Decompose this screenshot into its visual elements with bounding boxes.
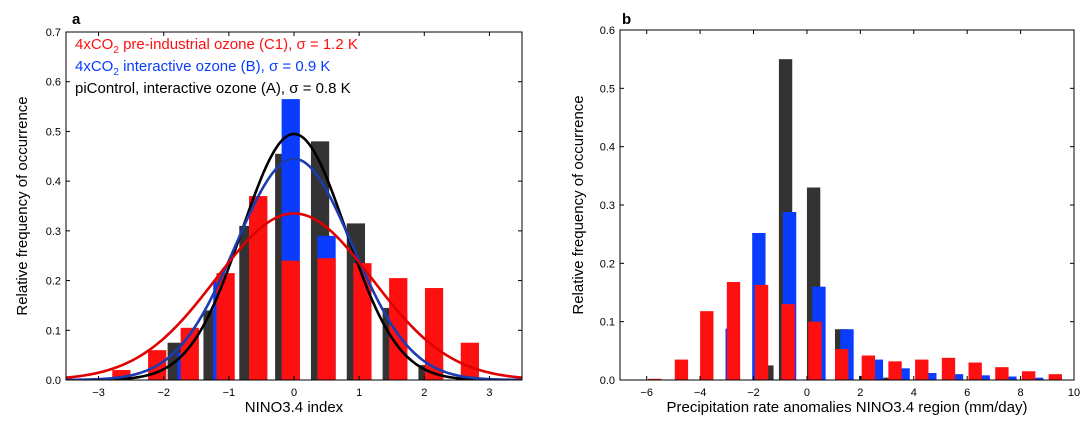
axes-frame	[619, 29, 1075, 381]
fit-curve-a	[66, 132, 522, 380]
bar-b-c1-11	[941, 357, 956, 380]
bar-b-b-11	[1003, 376, 1017, 380]
y-tick-label: 0.5	[46, 126, 61, 138]
bar-a-c1-3	[216, 273, 235, 380]
bar-a-c1-6	[317, 258, 336, 380]
bar-b-c1-6	[808, 321, 822, 380]
bar-b-c1-7	[834, 349, 849, 380]
fit-curve-b	[66, 157, 522, 380]
legend-text: 4xCO	[75, 36, 113, 53]
bar-b-b-9	[949, 374, 964, 380]
x-tick-label: 10	[1068, 387, 1080, 399]
y-tick-label: 0.1	[600, 317, 615, 329]
bar-a-c1-7	[353, 263, 372, 380]
legend-text: piControl, interactive ozone (A), σ = 0.…	[75, 80, 351, 97]
x-tick-label: −4	[694, 387, 707, 399]
y-tick-label: 0.4	[600, 142, 615, 154]
panel-label: a	[72, 11, 81, 28]
x-tick-label: 0	[291, 387, 297, 399]
y-tick-label: 0.4	[46, 176, 61, 188]
x-tick-label: −2	[747, 387, 760, 399]
bar-b-b-7	[896, 368, 910, 380]
y-tick-label: 0.5	[600, 83, 615, 95]
x-tick-label: 1	[356, 387, 362, 399]
y-tick-label: 0.7	[46, 27, 61, 39]
bar-a-c1-4	[249, 196, 268, 380]
plot-area	[66, 99, 522, 380]
bar-b-c1-2	[700, 311, 714, 380]
plot-area	[648, 59, 1062, 380]
y-tick-label: 0.3	[600, 200, 615, 212]
bar-a-c1-10	[460, 342, 480, 380]
fit-curve-c1	[66, 212, 522, 379]
x-tick-label: −1	[223, 387, 236, 399]
legend-text: pre-industrial ozone (C1), σ = 1.2 K	[119, 36, 358, 53]
x-tick-label: 2	[421, 387, 427, 399]
bar-b-b-12	[1029, 377, 1044, 380]
bar-b-c1-13	[995, 367, 1009, 380]
x-tick-label: 4	[911, 387, 917, 399]
bar-b-c1-9	[888, 361, 902, 380]
chart-panel-b: 0.0 0.1 0.2 0.3 0.4 0.5 0.6 −6 −4 −2 0 2 4 6 8 10 Precip…	[570, 11, 1080, 416]
y-axis-label: Relative frequency of occurrence	[570, 95, 587, 314]
bar-b-c1-8	[861, 355, 876, 380]
bar-b-c1-5	[781, 304, 795, 380]
y-tick-label: 0.6	[46, 77, 61, 89]
legend-subscript: 2	[113, 67, 119, 78]
x-tick-label: 0	[804, 387, 810, 399]
y-tick-label: 0.0	[46, 375, 61, 387]
bar-b-c1-0	[648, 378, 662, 380]
x-axis-label: Precipitation rate anomalies NINO3.4 reg…	[667, 399, 1028, 416]
x-tick-label: −3	[92, 387, 105, 399]
bar-a-c1-8	[389, 278, 408, 380]
legend: 4xCO2 pre-industrial ozone (C1), σ = 1.2…	[75, 36, 358, 97]
y-tick-label: 0.2	[600, 258, 615, 270]
panel-label: b	[622, 11, 631, 28]
bar-b-c1-10	[915, 359, 929, 380]
x-tick-label: −6	[640, 387, 653, 399]
bar-a-c1-5	[281, 260, 300, 380]
y-tick-label: 0.2	[46, 276, 61, 288]
bar-b-c1-15	[1048, 374, 1062, 380]
bar-a-c1-9	[424, 288, 444, 380]
bar-b-c1-1	[674, 359, 689, 380]
chart-panel-a: 0.0 0.1 0.2 0.3 0.4 0.5 0.6 0.7 −3 −2 −1 0 1 2 3 NINO3.…	[14, 11, 523, 416]
x-tick-label: 6	[964, 387, 970, 399]
bar-b-c1-4	[754, 284, 769, 380]
x-tick-label: 3	[486, 387, 492, 399]
legend-entry-a: piControl, interactive ozone (A), σ = 0.…	[75, 80, 351, 97]
bar-b-c1-12	[968, 362, 982, 380]
legend-entry-b: 4xCO2 interactive ozone (B), σ = 0.9 K	[75, 58, 330, 78]
y-tick-label: 0.6	[600, 25, 615, 37]
y-axis-label: Relative frequency of occurrence	[14, 96, 31, 315]
bar-b-c1-3	[726, 282, 741, 380]
bar-a-c1-0	[112, 370, 131, 380]
y-tick-label: 0.1	[46, 325, 61, 337]
y-tick-label: 0.0	[600, 375, 615, 387]
legend-text: 4xCO	[75, 58, 113, 75]
bar-b-b-10	[976, 375, 990, 380]
legend-entry-c1: 4xCO2 pre-industrial ozone (C1), σ = 1.2…	[75, 36, 358, 56]
x-tick-label: −2	[157, 387, 170, 399]
legend-subscript: 2	[113, 45, 119, 56]
bar-b-b-8	[923, 373, 937, 380]
bar-b-c1-14	[1021, 371, 1036, 380]
x-tick-label: 8	[1018, 387, 1024, 399]
x-axis-label: NINO3.4 index	[245, 399, 344, 416]
x-tick-label: 2	[857, 387, 863, 399]
legend-text: interactive ozone (B), σ = 0.9 K	[119, 58, 330, 75]
y-tick-label: 0.3	[46, 226, 61, 238]
